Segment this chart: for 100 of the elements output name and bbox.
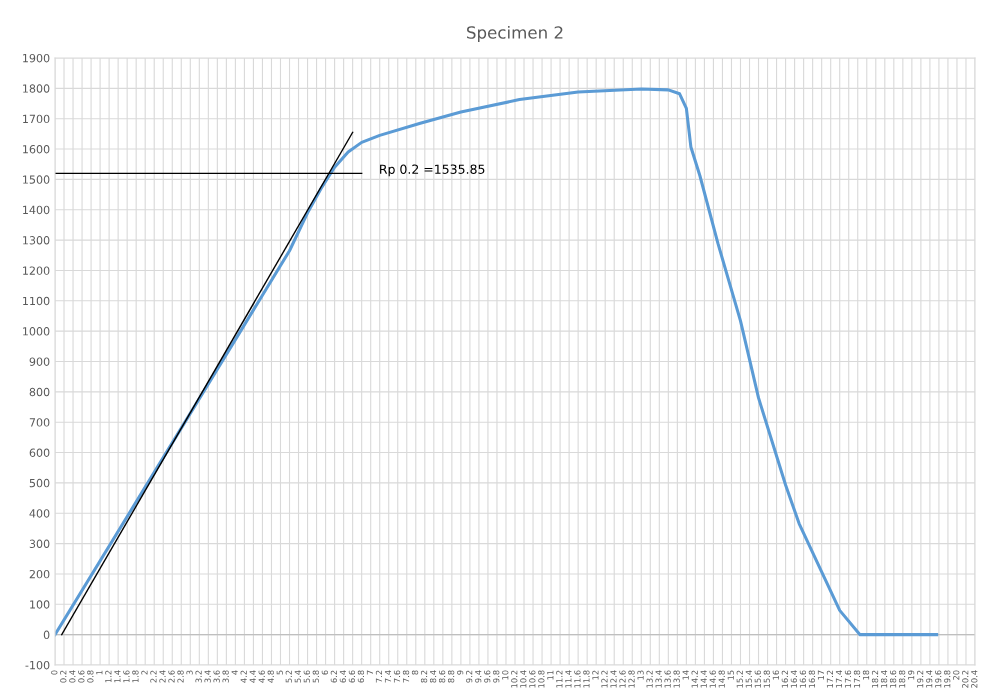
x-tick-label: 8.6 — [438, 670, 446, 683]
x-tick-label: 8.2 — [420, 670, 428, 683]
x-tick-label: 12.6 — [619, 670, 626, 688]
x-tick-label: 1.8 — [132, 670, 139, 683]
x-tick-label: 14 — [682, 670, 689, 680]
x-tick-label: 19.4 — [926, 670, 933, 688]
chart-title: Specimen 2 — [467, 25, 563, 43]
x-tick-label: 18.4 — [880, 670, 888, 688]
x-tick-label: 4 — [231, 670, 238, 675]
y-tick-label: 1900 — [23, 53, 50, 63]
x-tick-label: 4.6 — [258, 670, 265, 683]
x-tick-label: 11.8 — [583, 670, 590, 688]
x-tick-label: 9 — [457, 670, 464, 675]
x-tick-label: 18.2 — [871, 670, 879, 688]
x-tick-label: 16.8 — [808, 670, 816, 688]
x-tick-label: 10.6 — [529, 670, 536, 688]
x-tick-label: 14.6 — [709, 670, 716, 688]
x-tick-label: 10.4 — [520, 670, 527, 688]
x-tick-label: 10 — [502, 670, 509, 680]
x-tick-label: 7.6 — [393, 670, 401, 683]
x-tick-label: 8.8 — [447, 670, 455, 683]
x-tick-label: 20.4 — [971, 670, 978, 688]
x-tick-label: 19.6 — [935, 670, 942, 688]
x-tick-label: 13.6 — [664, 670, 671, 688]
x-tick-label: 3.4 — [204, 670, 211, 683]
x-tick-label: 2.4 — [159, 670, 166, 683]
x-tick-label: 19.2 — [917, 670, 924, 688]
x-tick-label: 0.2 — [60, 670, 67, 683]
x-tick-label: 1.4 — [114, 670, 121, 683]
x-tick-label: 13.4 — [655, 670, 662, 688]
x-tick-label: 17.2 — [826, 670, 833, 688]
y-tick-label: 1800 — [23, 84, 50, 93]
x-tick-label: 16.4 — [790, 670, 798, 688]
line-series — [55, 87, 939, 637]
x-tick-label: 1 — [96, 670, 103, 675]
x-tick-label: 14.8 — [718, 670, 725, 688]
x-tick-label: 17.4 — [835, 670, 843, 688]
x-tick-label: 15.8 — [763, 670, 770, 688]
y-tick-label: 600 — [29, 448, 50, 457]
y-tick-label: 1700 — [23, 114, 50, 124]
x-tick-label: 5.2 — [285, 670, 292, 683]
y-tick-label: 900 — [29, 357, 50, 366]
x-tick-label: 8.4 — [429, 670, 437, 683]
x-tick-label: 5.4 — [294, 670, 301, 683]
x-tick-label: 1.6 — [123, 670, 130, 683]
x-tick-label: 9.2 — [466, 670, 473, 683]
x-tick-label: 0.6 — [78, 670, 85, 683]
x-tick-label: 17 — [817, 670, 824, 680]
x-tick-label: 19.8 — [944, 670, 951, 688]
x-tick-label: 16.2 — [781, 670, 789, 688]
y-tick-label: 500 — [29, 478, 50, 488]
y-tick-label: 300 — [29, 539, 50, 548]
x-tick-label: 7.4 — [384, 670, 392, 683]
y-tick-label: 0 — [43, 630, 50, 640]
x-tick-label: 3.6 — [213, 670, 220, 683]
y-tick-label: 1400 — [23, 205, 50, 215]
x-tick-label: 3 — [186, 670, 193, 675]
x-tick-label: 4.2 — [240, 670, 247, 683]
x-tick-label: 20.2 — [962, 670, 969, 688]
x-tick-label: 0 — [51, 670, 58, 675]
y-tick-label: 1000 — [23, 327, 50, 336]
x-tick-label: 4.8 — [267, 670, 274, 683]
x-tick-label: 12.4 — [610, 670, 617, 688]
x-tick-label: 5 — [276, 670, 283, 675]
y-tick-label: 400 — [29, 509, 50, 518]
x-tick-label: 11 — [547, 670, 554, 680]
x-tick-label: 9.4 — [475, 670, 482, 683]
x-tick-label: 17.8 — [853, 670, 861, 688]
x-tick-label: 13 — [637, 670, 644, 680]
y-tick-label: 700 — [29, 418, 50, 427]
y-tick-label: 200 — [29, 569, 50, 579]
x-tick-label: 5.8 — [312, 670, 319, 683]
x-tick-label: 12.2 — [601, 670, 608, 688]
x-tick-label: 13.2 — [646, 670, 653, 688]
x-tick-label: 7.2 — [375, 670, 383, 683]
x-tick-label: 8 — [411, 670, 419, 675]
y-tick-label: 1600 — [23, 145, 50, 154]
y-tick-label: -100 — [25, 660, 50, 670]
x-tick-label: 0.8 — [87, 670, 94, 683]
y-tick-label: 1100 — [23, 296, 50, 306]
x-tick-label: 11.6 — [574, 670, 581, 688]
y-tick-label: 1500 — [23, 175, 50, 184]
y-tick-label: 800 — [29, 387, 50, 397]
x-tick-label: 12 — [592, 670, 599, 680]
x-tick-label: 5.6 — [303, 670, 310, 683]
x-tick-label: 0.4 — [69, 670, 76, 683]
x-tick-label: 15.2 — [736, 670, 743, 688]
x-tick-label: 6 — [321, 670, 329, 675]
x-tick-label: 10.2 — [511, 670, 518, 688]
y-tick-label: 100 — [30, 600, 50, 609]
x-tick-label: 2 — [141, 670, 148, 675]
x-tick-label: 18.8 — [898, 670, 906, 688]
x-tick-label: 14.4 — [700, 670, 707, 688]
x-tick-label: 2.8 — [177, 670, 184, 683]
x-tick-label: 16 — [772, 670, 779, 680]
x-tick-label: 3.2 — [195, 670, 202, 683]
x-tick-label: 15.4 — [745, 670, 752, 688]
annotation: Rp 0.2 =1535.85 — [380, 164, 485, 177]
x-tick-label: 2.6 — [168, 670, 175, 683]
x-tick-label: 16.6 — [799, 670, 807, 688]
